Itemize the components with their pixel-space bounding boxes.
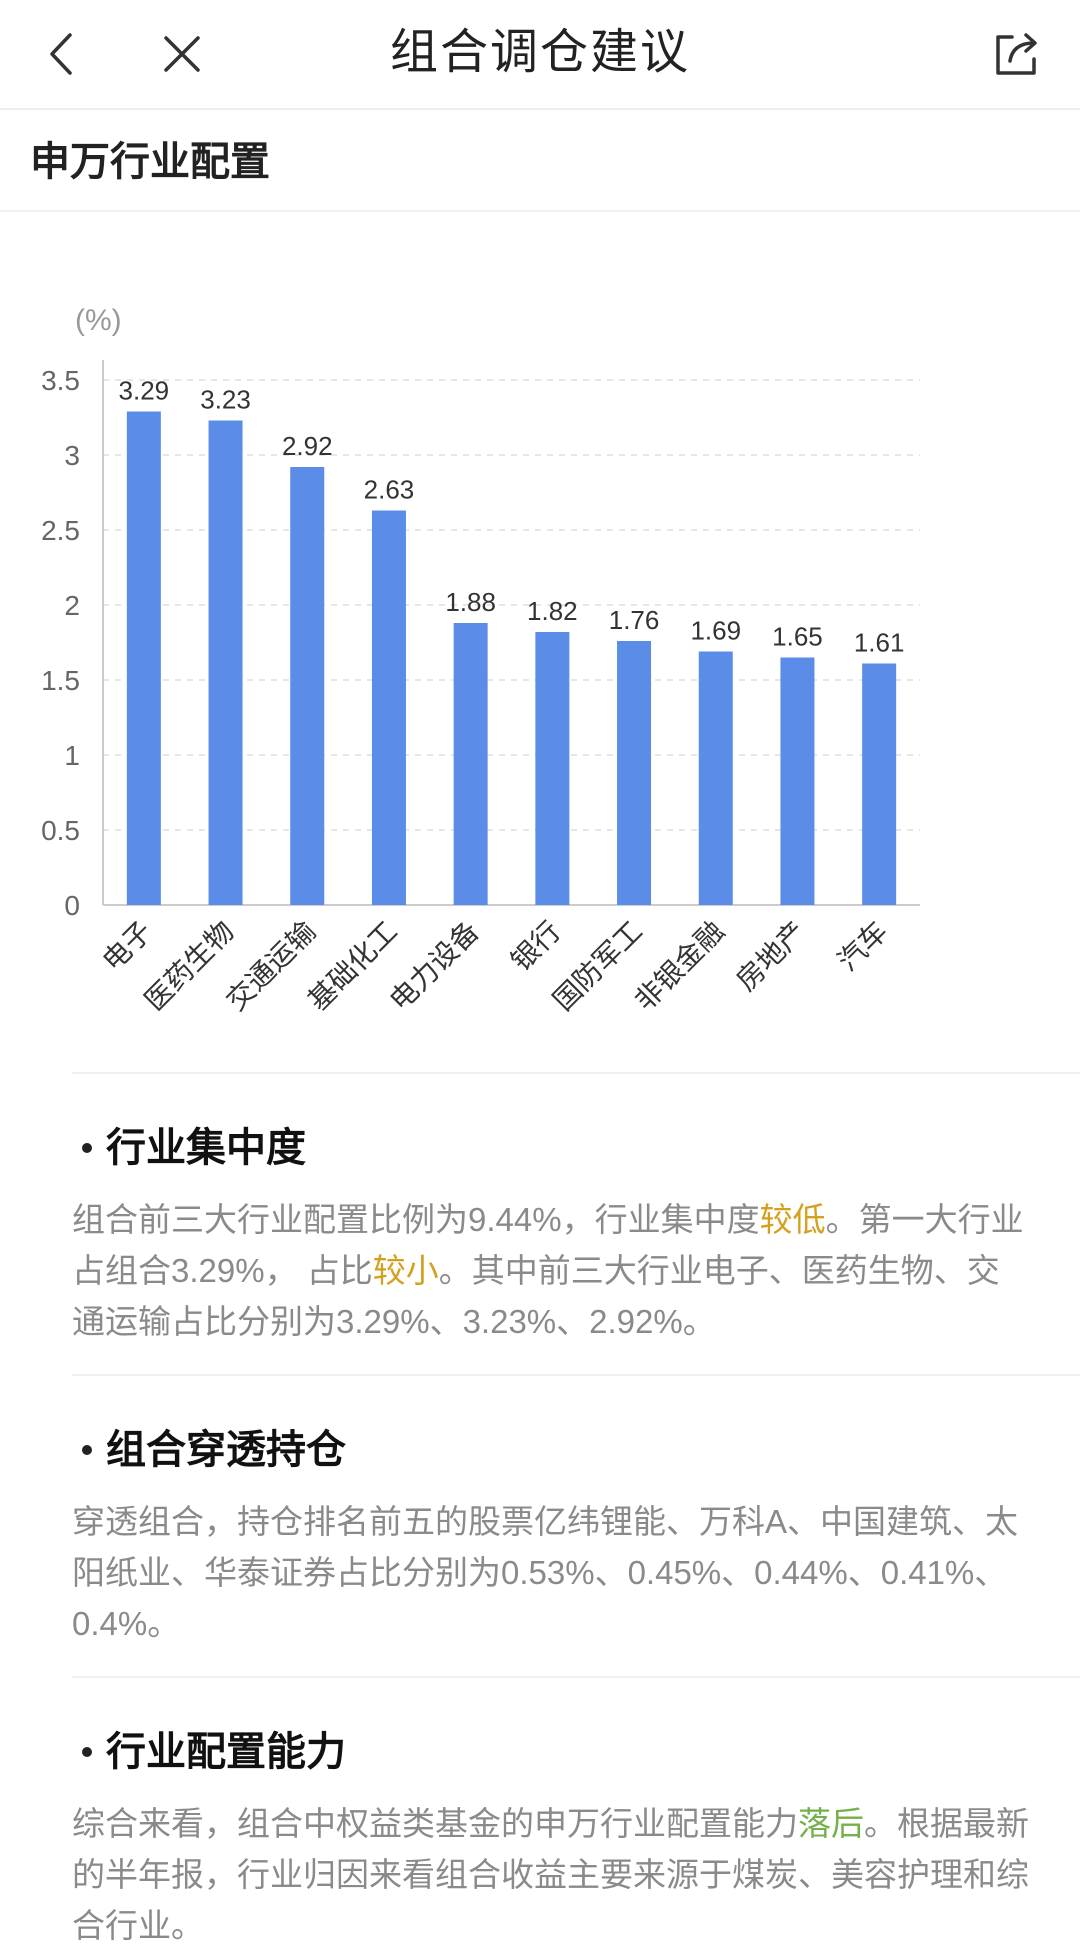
y-unit-label: (%)	[75, 304, 122, 337]
y-tick-label: 1.5	[41, 665, 80, 696]
bar-chart-svg: (%) 0 0.5 1 1.5 2 2.5 3 3.5 3.29 电子 3.23 医药生物 2.92 交通运…	[41, 304, 920, 1016]
bar-value-label: 2.63	[364, 475, 415, 505]
y-tick-label: 0	[64, 890, 80, 921]
concentration-seg1: 组合前三大行业配置比例为9.44%，行业集中度	[72, 1201, 760, 1238]
bullet-dot	[82, 1143, 92, 1153]
x-category-label: 基础化工	[302, 915, 403, 1016]
y-tick-label: 3.5	[41, 365, 80, 396]
ability-title-text: 行业配置能力	[106, 1730, 346, 1774]
x-category-label: 电力设备	[384, 915, 485, 1016]
y-tick-label: 1	[64, 740, 80, 771]
page-title: 组合调仓建议	[389, 26, 690, 79]
bar-value-label: 1.69	[690, 616, 741, 646]
ability-text: 综合来看，组合中权益类基金的申万行业配置能力落后。根据最新的半年报，行业归因来看…	[72, 1798, 1030, 1951]
chevron-left-icon	[50, 33, 72, 75]
top-industry-share-highlight: 较小	[372, 1252, 439, 1289]
ability-seg1: 综合来看，组合中权益类基金的申万行业配置能力	[72, 1805, 798, 1842]
close-button[interactable]	[150, 22, 214, 86]
y-tick-label: 2	[64, 590, 80, 621]
bar	[535, 632, 570, 905]
x-category-label: 汽车	[832, 915, 894, 977]
industry-allocation-chart: (%) 0 0.5 1 1.5 2 2.5 3 3.5 3.29 电子 3.23 医药生物 2.92 交通运…	[0, 260, 1080, 1040]
ability-level-highlight: 落后	[798, 1805, 864, 1842]
close-icon	[164, 36, 200, 72]
bar	[290, 467, 325, 905]
y-tick-label: 0.5	[41, 815, 80, 846]
bar-value-label: 1.82	[527, 596, 578, 626]
concentration-seg3: 。其中前三大行业电子、医药生物、交通运输占比分别为3.29%、3.23%、2.9…	[72, 1252, 1000, 1340]
share-button[interactable]	[985, 22, 1049, 86]
x-category-label: 医药生物	[139, 915, 240, 1016]
bar	[453, 623, 488, 905]
x-category-label: 非银金融	[629, 915, 730, 1016]
concentration-text: 组合前三大行业配置比例为9.44%，行业集中度较低。第一大行业占组合3.29%，…	[72, 1194, 1030, 1347]
ability-block: 行业配置能力 综合来看，组合中权益类基金的申万行业配置能力落后。根据最新的半年报…	[72, 1676, 1080, 1951]
bar-value-label: 2.92	[282, 431, 333, 461]
concentration-title-text: 行业集中度	[106, 1126, 306, 1170]
x-category-label: 银行	[505, 915, 567, 977]
top-navigation-bar: 组合调仓建议	[0, 0, 1080, 110]
bullet-dot	[82, 1747, 92, 1757]
bar	[371, 510, 406, 905]
concentration-level-highlight: 较低	[759, 1201, 826, 1238]
x-category-label: 房地产	[730, 915, 811, 996]
bar	[126, 411, 161, 905]
bar-value-label: 1.61	[854, 628, 905, 658]
concentration-seg2: 。第一大行业占组合3.29%， 占比	[72, 1201, 1024, 1289]
bar	[780, 657, 815, 905]
section-title: 申万行业配置	[30, 140, 270, 184]
y-tick-label: 2.5	[41, 515, 80, 546]
bar-value-label: 1.88	[445, 587, 496, 617]
share-icon	[996, 33, 1037, 75]
x-category-label: 电子	[97, 915, 159, 977]
x-category-label: 国防军工	[547, 915, 648, 1016]
y-tick-label: 3	[64, 440, 80, 471]
x-category-label: 交通运输	[220, 915, 321, 1016]
bar	[698, 651, 733, 905]
ability-seg2: 。根据最新的半年报，行业归因来看组合收益主要来源于煤炭、美容护理和综合行业。	[72, 1805, 1029, 1944]
bar-value-label: 1.65	[772, 622, 823, 652]
bar	[862, 663, 897, 905]
bar-value-label: 3.29	[119, 376, 170, 406]
bar-value-label: 3.23	[200, 385, 251, 415]
section-header: 申万行业配置	[0, 112, 1080, 212]
bullet-dot	[82, 1445, 92, 1455]
holdings-title: 组合穿透持仓	[82, 1422, 1080, 1478]
concentration-block: 行业集中度 组合前三大行业配置比例为9.44%，行业集中度较低。第一大行业占组合…	[72, 1072, 1080, 1347]
holdings-block: 组合穿透持仓 穿透组合，持仓排名前五的股票亿纬锂能、万科A、中国建筑、太阳纸业、…	[72, 1374, 1080, 1649]
holdings-text: 穿透组合，持仓排名前五的股票亿纬锂能、万科A、中国建筑、太阳纸业、华泰证券占比分…	[72, 1503, 1019, 1642]
bar-value-label: 1.76	[609, 605, 660, 635]
back-button[interactable]	[30, 22, 94, 86]
bar	[617, 641, 652, 905]
ability-title: 行业配置能力	[82, 1724, 1080, 1780]
holdings-title-text: 组合穿透持仓	[106, 1428, 346, 1472]
concentration-title: 行业集中度	[82, 1120, 1080, 1176]
bar	[208, 420, 243, 905]
